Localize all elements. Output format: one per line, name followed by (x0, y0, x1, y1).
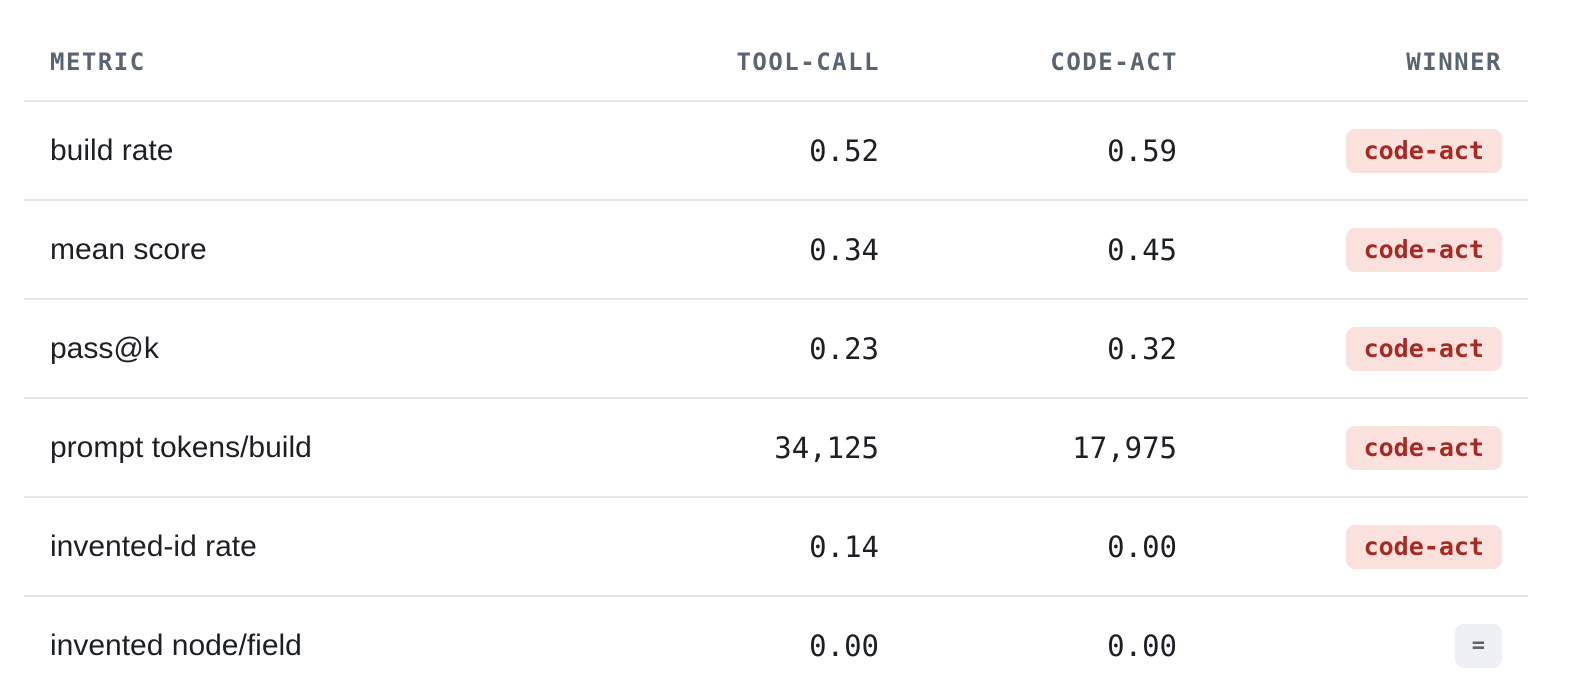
winner-badge: code-act (1345, 227, 1502, 272)
metric-cell: prompt tokens/build (24, 398, 594, 498)
metric-cell: invented node/field (50, 628, 302, 662)
metric-cell: mean score (24, 200, 594, 300)
winner-badge: code-act (1345, 128, 1502, 173)
winner-badge: code-act (1345, 524, 1502, 569)
table-body: build rate 0.52 0.59 code-act mean score… (24, 101, 1528, 694)
tool-call-value: 0.14 (594, 497, 880, 597)
code-act-value: 0.59 (880, 101, 1178, 201)
winner-cell: code-act (1178, 398, 1528, 498)
table-row: build rate 0.52 0.59 code-act (24, 101, 1528, 201)
table-row: invented-id rate 0.14 0.00 code-act (24, 497, 1528, 597)
code-act-value: 17,975 (880, 398, 1178, 498)
code-act-value: 0.00 (1107, 628, 1177, 663)
tool-call-value: 34,125 (594, 398, 880, 498)
table-row: pass@k 0.23 0.32 code-act (24, 299, 1528, 399)
header-metric: METRIC (24, 24, 594, 102)
tie-badge: = (1454, 623, 1502, 668)
header-winner: WINNER (1178, 24, 1528, 102)
comparison-table-container: METRIC TOOL-CALL CODE-ACT WINNER build r… (24, 24, 1528, 694)
header-tool-call: TOOL-CALL (594, 24, 880, 102)
tool-call-value: 0.23 (594, 299, 880, 399)
code-act-value: 0.45 (880, 200, 1178, 300)
tool-call-value: 0.34 (594, 200, 880, 300)
winner-cell: code-act (1178, 101, 1528, 201)
winner-cell: code-act (1178, 299, 1528, 399)
table-row: prompt tokens/build 34,125 17,975 code-a… (24, 398, 1528, 498)
winner-cell: code-act (1178, 497, 1528, 597)
winner-badge: code-act (1345, 326, 1502, 371)
comparison-table: METRIC TOOL-CALL CODE-ACT WINNER build r… (24, 24, 1528, 694)
metric-cell: invented-id rate (24, 497, 594, 597)
table-row: invented node/field 0.00 0.00 = (24, 596, 1528, 694)
code-act-value: 0.00 (880, 497, 1178, 597)
table-header: METRIC TOOL-CALL CODE-ACT WINNER (24, 24, 1528, 102)
code-act-value: 0.32 (880, 299, 1178, 399)
winner-badge: code-act (1345, 425, 1502, 470)
tool-call-value: 0.00 (809, 628, 879, 663)
tool-call-value: 0.52 (594, 101, 880, 201)
table-row: mean score 0.34 0.45 code-act (24, 200, 1528, 300)
metric-cell: pass@k (24, 299, 594, 399)
header-code-act: CODE-ACT (880, 24, 1178, 102)
winner-cell: = (1178, 596, 1528, 694)
winner-cell: code-act (1178, 200, 1528, 300)
metric-cell: build rate (24, 101, 594, 201)
table-header-row: METRIC TOOL-CALL CODE-ACT WINNER (24, 24, 1528, 102)
